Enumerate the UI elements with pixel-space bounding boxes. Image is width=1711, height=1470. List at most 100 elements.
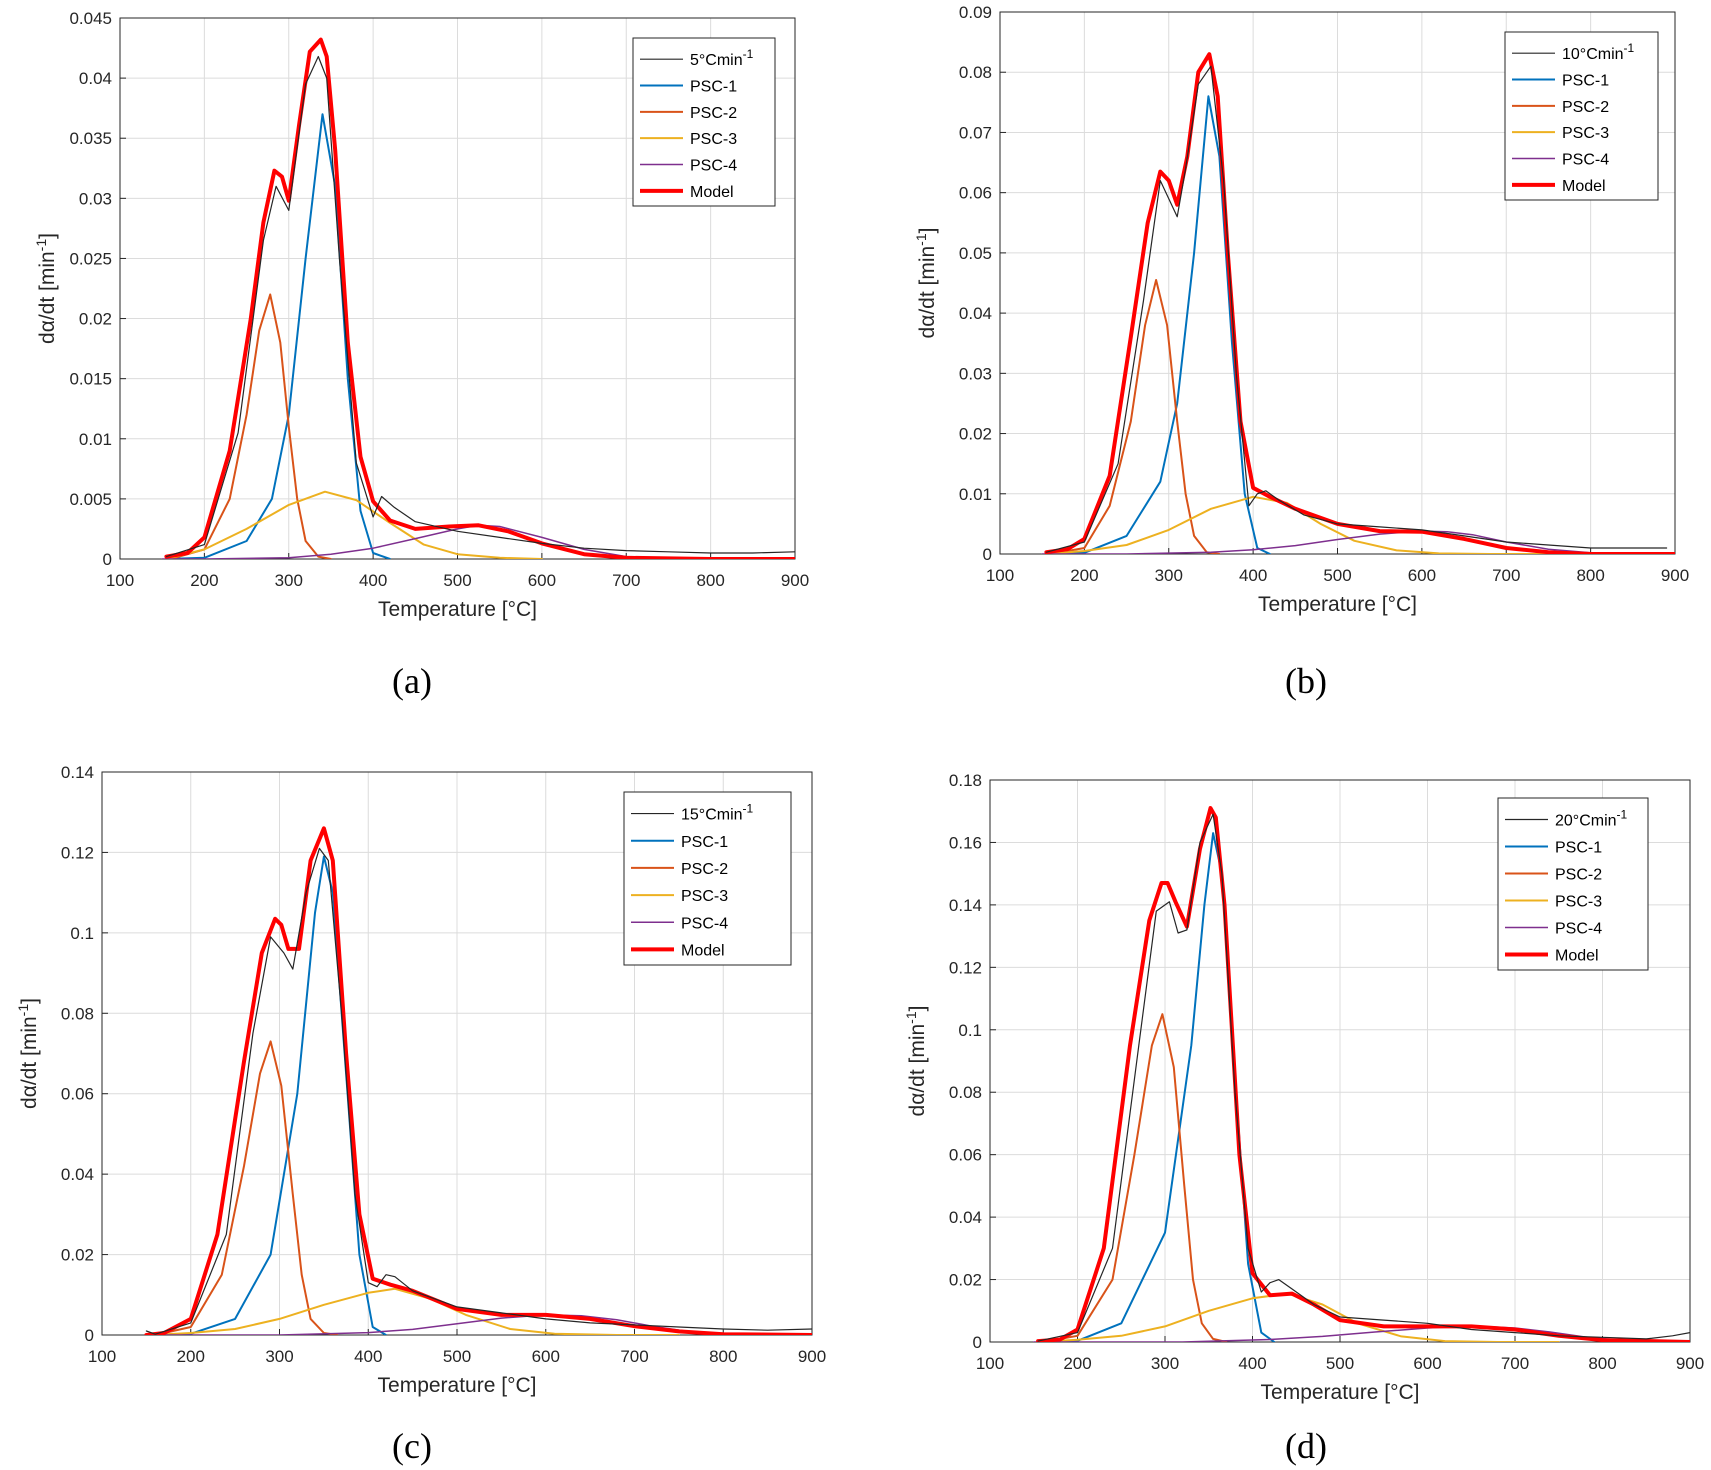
y-axis-label: dα/dt [min-1] — [913, 228, 939, 339]
chart-panel-a: 100 200 300 400 500 600 700 800 900 0 0.005 0.01 0.0… — [33, 9, 809, 621]
y-tick-label: 0 — [983, 545, 992, 564]
series-group — [161, 37, 795, 559]
caption-a: (a) — [392, 661, 432, 701]
y-tick-label: 0 — [85, 1326, 94, 1345]
x-tick-label: 100 — [986, 566, 1014, 585]
y-tick-label: 0.1 — [70, 924, 94, 943]
y-tick-label: 0.015 — [69, 370, 112, 389]
series-group — [1033, 806, 1690, 1342]
legend-label: Model — [1555, 948, 1599, 965]
legend-label: Model — [1562, 178, 1606, 195]
x-tick-label: 200 — [177, 1347, 205, 1366]
y-axis-label: dα/dt [min-1] — [903, 1006, 929, 1117]
x-tick-label: 600 — [532, 1347, 560, 1366]
series-line-psc-1 — [1045, 95, 1271, 554]
x-tick-label: 200 — [1063, 1354, 1091, 1373]
legend-box — [1497, 797, 1649, 971]
series-line-psc-1 — [149, 855, 387, 1335]
x-tick-label: 900 — [781, 571, 809, 590]
y-tick-label: 0.18 — [949, 771, 982, 790]
y-tick-label: 0.12 — [61, 843, 94, 862]
y-tick-label: 0.06 — [949, 1146, 982, 1165]
legend-label: PSC-4 — [1562, 152, 1609, 169]
series-line-experimental — [145, 847, 812, 1335]
y-tick-label: 0.04 — [61, 1165, 94, 1184]
series-line-experimental — [1045, 65, 1668, 553]
x-axis-label: Temperature [°C] — [1261, 1381, 1420, 1404]
y-tick-label: 0.12 — [949, 958, 982, 977]
x-tick-label: 800 — [1576, 566, 1604, 585]
legend: 15°Cmin-1 PSC-1 PSC-2 PSC-3 PSC-4 Model — [623, 791, 792, 966]
x-tick-label: 700 — [612, 571, 640, 590]
x-axis-label: Temperature [°C] — [378, 598, 537, 621]
legend-label: PSC-1 — [1555, 840, 1602, 857]
chart-panel-b: 100 200 300 400 500 600 700 800 900 0 0.01 0.02 0.03… — [913, 3, 1689, 616]
x-tick-label: 100 — [976, 1354, 1004, 1373]
legend-label: 10°Cmin-1 — [1562, 41, 1635, 63]
y-tick-label: 0.05 — [959, 244, 992, 263]
series-line-psc-1 — [165, 113, 391, 559]
legend-label: PSC-1 — [690, 79, 737, 96]
legend-label: PSC-2 — [1562, 99, 1609, 116]
y-tick-label: 0 — [103, 550, 112, 569]
caption-d: (d) — [1285, 1426, 1327, 1466]
x-tick-label: 900 — [1676, 1354, 1704, 1373]
x-tick-label: 100 — [106, 571, 134, 590]
series-line-model — [144, 826, 812, 1335]
x-tick-label: 900 — [1661, 566, 1689, 585]
x-tick-label: 200 — [190, 571, 218, 590]
series-line-model — [1036, 806, 1690, 1342]
legend-label: PSC-1 — [1562, 73, 1609, 90]
x-tick-label: 700 — [1492, 566, 1520, 585]
legend-box — [1504, 31, 1659, 201]
series-group — [144, 826, 812, 1335]
legend-label: 15°Cmin-1 — [681, 802, 754, 824]
series-group — [1041, 52, 1675, 554]
y-tick-label: 0.01 — [959, 485, 992, 504]
y-tick-label: 0.02 — [959, 425, 992, 444]
x-tick-label: 300 — [1155, 566, 1183, 585]
legend-label: PSC-4 — [681, 915, 728, 932]
x-tick-label: 500 — [443, 571, 471, 590]
x-tick-label: 400 — [1239, 566, 1267, 585]
y-axis-label: dα/dt [min-1] — [33, 233, 59, 344]
series-line-model — [164, 37, 795, 559]
y-tick-label: 0 — [973, 1333, 982, 1352]
legend-box — [632, 37, 776, 207]
legend-label: PSC-3 — [690, 131, 737, 148]
x-axis-label: Temperature [°C] — [1258, 593, 1417, 616]
legend-label: PSC-4 — [690, 158, 737, 175]
chart-panel-d: 100 200 300 400 500 600 700 800 900 0 0.02 0.04 0.06… — [903, 771, 1704, 1404]
series-line-psc-2 — [1041, 1013, 1228, 1342]
x-tick-label: 700 — [1501, 1354, 1529, 1373]
y-tick-label: 0.04 — [949, 1208, 982, 1227]
legend-label: PSC-4 — [1555, 921, 1602, 938]
legend: 20°Cmin-1 PSC-1 PSC-2 PSC-3 PSC-4 Model — [1497, 797, 1649, 971]
y-tick-label: 0.08 — [61, 1004, 94, 1023]
series-line-experimental — [165, 55, 795, 558]
chart-panel-c: 100 200 300 400 500 600 700 800 900 0 0.02 0.04 0.06… — [15, 763, 826, 1397]
x-tick-label: 400 — [1238, 1354, 1266, 1373]
series-line-psc-3 — [149, 1287, 680, 1335]
legend-label: PSC-2 — [690, 105, 737, 122]
series-line-psc-2 — [1049, 279, 1221, 554]
y-tick-label: 0.025 — [69, 249, 112, 268]
legend-label: 5°Cmin-1 — [690, 47, 754, 69]
x-tick-label: 200 — [1070, 566, 1098, 585]
y-tick-label: 0.04 — [959, 304, 992, 323]
legend-label: PSC-3 — [1562, 125, 1609, 142]
x-tick-label: 400 — [359, 571, 387, 590]
y-tick-label: 0.14 — [61, 763, 94, 782]
y-tick-label: 0.08 — [959, 63, 992, 82]
y-tick-label: 0.06 — [61, 1085, 94, 1104]
series-line-experimental — [1037, 813, 1690, 1342]
caption-b: (b) — [1285, 661, 1327, 701]
legend-label: PSC-2 — [1555, 867, 1602, 884]
legend-label: 20°Cmin-1 — [1555, 808, 1628, 830]
y-tick-label: 0.03 — [959, 364, 992, 383]
x-axis-label: Temperature [°C] — [378, 1374, 537, 1397]
x-tick-label: 400 — [354, 1347, 382, 1366]
y-tick-label: 0.07 — [959, 123, 992, 142]
x-tick-label: 600 — [1413, 1354, 1441, 1373]
series-line-psc-2 — [169, 293, 332, 559]
